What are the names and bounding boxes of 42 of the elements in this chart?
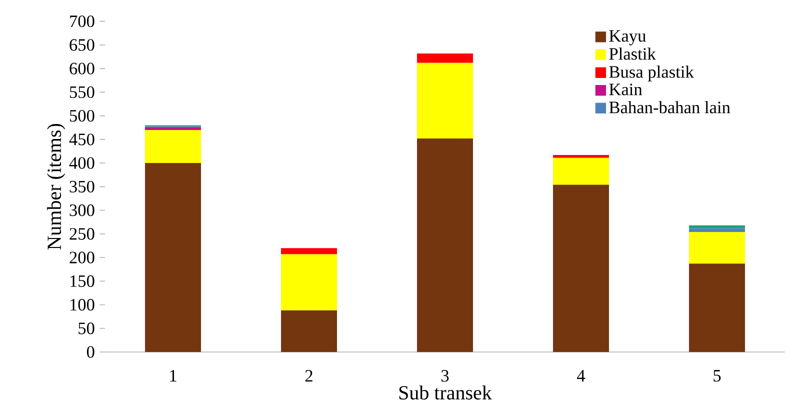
x-tick-label: 3: [442, 370, 449, 382]
y-tick-label: 650: [70, 39, 94, 51]
legend-label: Kayu: [609, 30, 646, 46]
y-tick-label: 500: [70, 110, 94, 122]
y-tick-label: 250: [70, 228, 94, 240]
y-tick-label: 50: [78, 322, 94, 334]
y-tick-label: 300: [70, 204, 94, 216]
legend-label: Busa plastik: [609, 66, 694, 82]
bar: [688, 232, 745, 264]
bar: [553, 155, 609, 158]
bar: [417, 53, 473, 63]
bar: [281, 254, 337, 310]
y-tick-label: 600: [70, 62, 94, 74]
bar: [281, 310, 337, 352]
bar: [688, 264, 745, 352]
x-axis-title: Sub transek: [399, 386, 492, 400]
y-tick-label: 450: [69, 134, 94, 146]
y-axis-title: Number (items): [47, 124, 66, 250]
y-tick-label: 350: [70, 180, 94, 193]
bar: [145, 163, 202, 352]
bar: [145, 127, 202, 130]
x-tick-label: 1: [170, 370, 176, 382]
legend-label: Bahan-bahan lain: [609, 101, 730, 114]
bar: [417, 138, 473, 352]
bar: [281, 248, 337, 254]
y-tick-label: 550: [70, 86, 94, 98]
x-tick-label: 2: [305, 370, 312, 382]
bar: [553, 158, 609, 185]
bar: [553, 184, 609, 352]
y-tick-label: 150: [70, 275, 94, 287]
bar: [417, 62, 473, 138]
bar: [688, 228, 745, 232]
y-tick-label: 0: [86, 346, 94, 358]
y-tick-label: 700: [70, 15, 94, 28]
legend-label: Plastik: [609, 48, 656, 60]
y-tick-label: 400: [69, 157, 94, 169]
x-tick-label: 4: [576, 370, 586, 382]
legend-label: Kain: [609, 84, 642, 96]
x-tick-label: 5: [714, 370, 721, 382]
y-tick-label: 100: [70, 298, 94, 311]
y-tick-label: 200: [70, 252, 94, 264]
bar: [145, 130, 202, 164]
